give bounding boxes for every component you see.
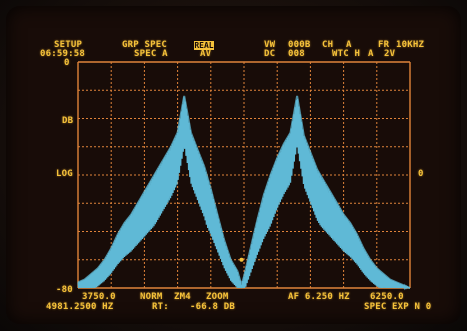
delta-frequency: AF 6.250 HZ <box>288 292 350 302</box>
y-axis-top-value: 0 <box>64 58 70 68</box>
wtc-label: WTC H <box>332 49 361 59</box>
rt-label: RT: <box>152 302 169 312</box>
spec-channel: SPEC A <box>134 49 168 59</box>
analyzer-screen: SETUP 06:59:58 GRP SPEC SPEC A REAL AV V… <box>6 6 461 324</box>
exp-label: EXP N 0 <box>392 302 432 312</box>
spectrum-envelope <box>77 95 411 289</box>
right-marker-value: 0 <box>418 169 424 179</box>
mode-label: SETUP <box>54 40 83 50</box>
display-mode: GRP SPEC <box>122 40 167 50</box>
spectrum-trace-group <box>77 95 411 291</box>
average-indicator: AV <box>200 49 212 59</box>
y-axis-log-label: LOG <box>56 169 73 179</box>
dc-label: DC <box>264 49 276 59</box>
zoom-label: ZOOM <box>206 292 229 302</box>
clock-readout: 06:59:58 <box>40 49 85 59</box>
start-frequency: 3750.0 <box>82 292 116 302</box>
marker-dot <box>239 257 244 262</box>
volts-readout: 2V <box>384 49 396 59</box>
marker-frequency: 4981.2500 HZ <box>46 302 114 312</box>
fr-value: 10KHZ <box>396 40 425 50</box>
highlight-field: REAL <box>194 41 214 50</box>
vw-label: VW <box>264 40 276 50</box>
ch-label: CH <box>322 40 334 50</box>
spectrum-plot <box>77 61 411 291</box>
norm-mode: NORM <box>140 292 163 302</box>
zoom-factor: ZM4 <box>174 292 191 302</box>
fr-label: FR <box>378 40 390 50</box>
y-axis-db-label: DB <box>62 116 74 126</box>
rt-value: -66.8 DB <box>190 302 235 312</box>
ch-value: A <box>346 40 352 50</box>
y-axis-bottom-value: -80 <box>56 285 73 295</box>
spec-label: SPEC <box>364 302 387 312</box>
wtc-channel: A <box>368 49 374 59</box>
vw-value: 000B <box>288 40 311 50</box>
dc-value: 008 <box>288 49 305 59</box>
end-frequency: 6250.0 <box>370 292 404 302</box>
